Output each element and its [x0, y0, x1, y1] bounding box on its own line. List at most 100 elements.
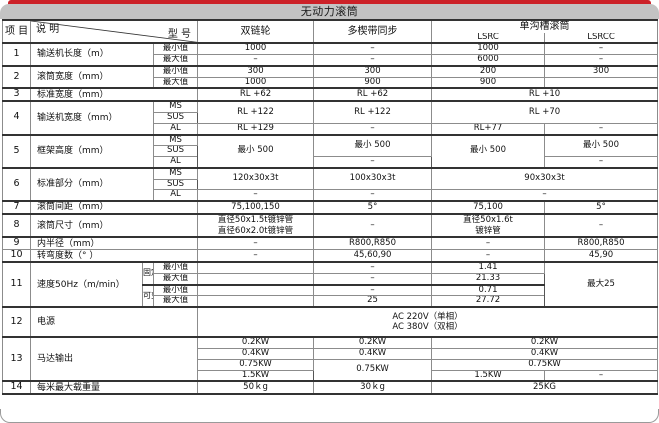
row-number: 2	[2, 64, 31, 89]
row-label: 速度50Hz（m/min）	[30, 261, 143, 308]
row-sub-label: 最小值	[152, 42, 199, 56]
table-row: 13 马达输出 0.2KW 0.2KW 0.2KW	[2, 336, 659, 382]
cell-value: 0.75KW	[431, 358, 659, 371]
cell-value: –	[313, 156, 433, 169]
cell-value: 75,100,150	[197, 200, 315, 215]
cell-value: R800,R850	[313, 236, 433, 251]
header-subcol-lsrcc: LSRCC	[544, 32, 659, 44]
row-label: 标准宽度（mm）	[29, 87, 199, 102]
title-banner: 无动力滚筒	[0, 0, 659, 19]
row-sub-label: SUS	[152, 178, 199, 191]
cell-value: –	[431, 189, 659, 202]
row-label: 滚筒间距（mm）	[29, 200, 199, 215]
cell-value: RL +62	[197, 87, 315, 102]
cell-value	[197, 261, 315, 274]
table-row: 14 每米最大载重量 50ｋg 30ｋg 25KG	[2, 380, 659, 396]
row-sub-label: MS	[152, 133, 199, 147]
cell-value: 0.2KW	[197, 336, 315, 349]
page-title: 无动力滚筒	[300, 5, 359, 18]
cell-value: 0.75KW	[313, 358, 433, 382]
cell-value: 30ｋg	[313, 380, 433, 396]
cell-value: –	[431, 249, 546, 263]
cell-value: –	[313, 122, 433, 136]
cell-value: –	[544, 156, 659, 169]
header-item-col: 项 目	[2, 18, 31, 44]
cell-value	[197, 283, 315, 297]
table-row: 3 标准宽度（mm） RL +62 RL +62 RL +10	[2, 87, 659, 102]
header-col-poly-v-belt: 多楔带同步	[313, 18, 433, 44]
table-row: 可变 最小值 – 0.71	[3, 283, 658, 308]
cell-value: 0.2KW	[431, 336, 659, 349]
cell-value: RL+77	[431, 122, 546, 136]
cell-value: 0.2KW	[313, 336, 433, 349]
cell-value: 最小 500	[431, 133, 546, 169]
cell-value: 75,100	[431, 200, 546, 215]
diagonal-divider-icon	[35, 22, 197, 43]
cell-value: 45,60,90	[313, 249, 433, 263]
cell-value: RL +62	[313, 87, 433, 102]
header-model-label: 型 号	[167, 28, 192, 40]
table-row: 2 滚筒宽度（mm） 最小值 300 300 200 300	[2, 64, 659, 89]
row-number: 6	[2, 166, 31, 202]
row-label: 滚筒尺寸（mm）	[29, 213, 199, 238]
cell-value: 0.4KW	[313, 347, 433, 360]
cell-value: –	[197, 189, 315, 202]
row-label: 输送机宽度（mm）	[30, 100, 154, 136]
cell-value: –	[544, 42, 659, 56]
row-number: 4	[2, 100, 31, 136]
cell-value: 最小 500	[544, 133, 659, 158]
cell-value: 21.33	[431, 272, 546, 286]
table-row: 12 电源 AC 220V（单相） AC 380V（双相）	[2, 306, 659, 338]
row-label: 每米最大载重量	[29, 380, 199, 396]
row-number: 5	[2, 133, 31, 169]
cell-value: 最小 500	[313, 133, 433, 158]
cell-value: –	[313, 283, 433, 297]
table-row: 9 内半径（mm） – R800,R850 – R800,R850	[2, 236, 659, 251]
row-number: 13	[2, 336, 31, 382]
cell-value: –	[313, 42, 433, 56]
cell-value: –	[544, 122, 659, 136]
specification-table: 项 目 说 明 型 号 双链轮 多楔带同步 单沟槽滚筒 LSRC LSRCC 1	[2, 18, 659, 396]
row-group-label-variable-text: 可变	[143, 290, 153, 300]
cell-value: 5°	[544, 200, 659, 215]
row-sub-label: 最大值	[152, 76, 199, 89]
cell-value: 25	[313, 295, 433, 308]
banner-red-bar	[8, 0, 651, 6]
row-sub-label: MS	[152, 100, 199, 114]
cell-value: 直径50x1.6t 镀锌管	[431, 213, 546, 238]
row-sub-label: AL	[152, 156, 199, 169]
cell-value: 90x30x3t	[431, 166, 659, 191]
cell-value: 300	[197, 64, 315, 78]
row-number: 1	[2, 42, 31, 67]
page-bottom-frame	[0, 409, 659, 423]
cell-value: –	[431, 236, 546, 251]
table-row: 1 输送机长度（m） 最小值 1000 – 1000 –	[2, 42, 659, 67]
row-label: 内半径（mm）	[29, 236, 199, 251]
cell-value: –	[313, 272, 433, 286]
row-sub-label: 最小值	[152, 283, 199, 297]
row-number: 8	[2, 213, 31, 238]
cell-value: 最小 500	[197, 133, 315, 169]
header-desc-model-col: 说 明 型 号	[29, 18, 199, 44]
cell-value: RL +129	[197, 122, 315, 136]
cell-value: 1.5KW	[431, 369, 546, 382]
table-row: 10 转弯度数（° ） – 45,60,90 – 45,90	[2, 249, 659, 263]
cell-value: 25KG	[431, 380, 659, 396]
cell-value: 300	[313, 64, 433, 78]
banner-gray-bar	[0, 4, 659, 19]
cell-value: 5°	[313, 200, 433, 215]
cell-value: –	[313, 261, 433, 274]
row-sub-label: 最大值	[152, 54, 199, 67]
header-col-double-sprocket: 双链轮	[197, 18, 315, 44]
row-label: 电源	[29, 306, 199, 338]
cell-value: 50ｋg	[197, 380, 315, 396]
cell-value: 0.75KW	[197, 358, 315, 371]
row-number: 11	[2, 261, 31, 308]
cell-value: –	[544, 369, 659, 382]
row-number: 7	[2, 200, 31, 215]
row-sub-label: 最大值	[152, 272, 199, 286]
cell-value: 0.4KW	[431, 347, 659, 360]
cell-value: 0.4KW	[197, 347, 315, 360]
cell-value	[544, 76, 659, 89]
